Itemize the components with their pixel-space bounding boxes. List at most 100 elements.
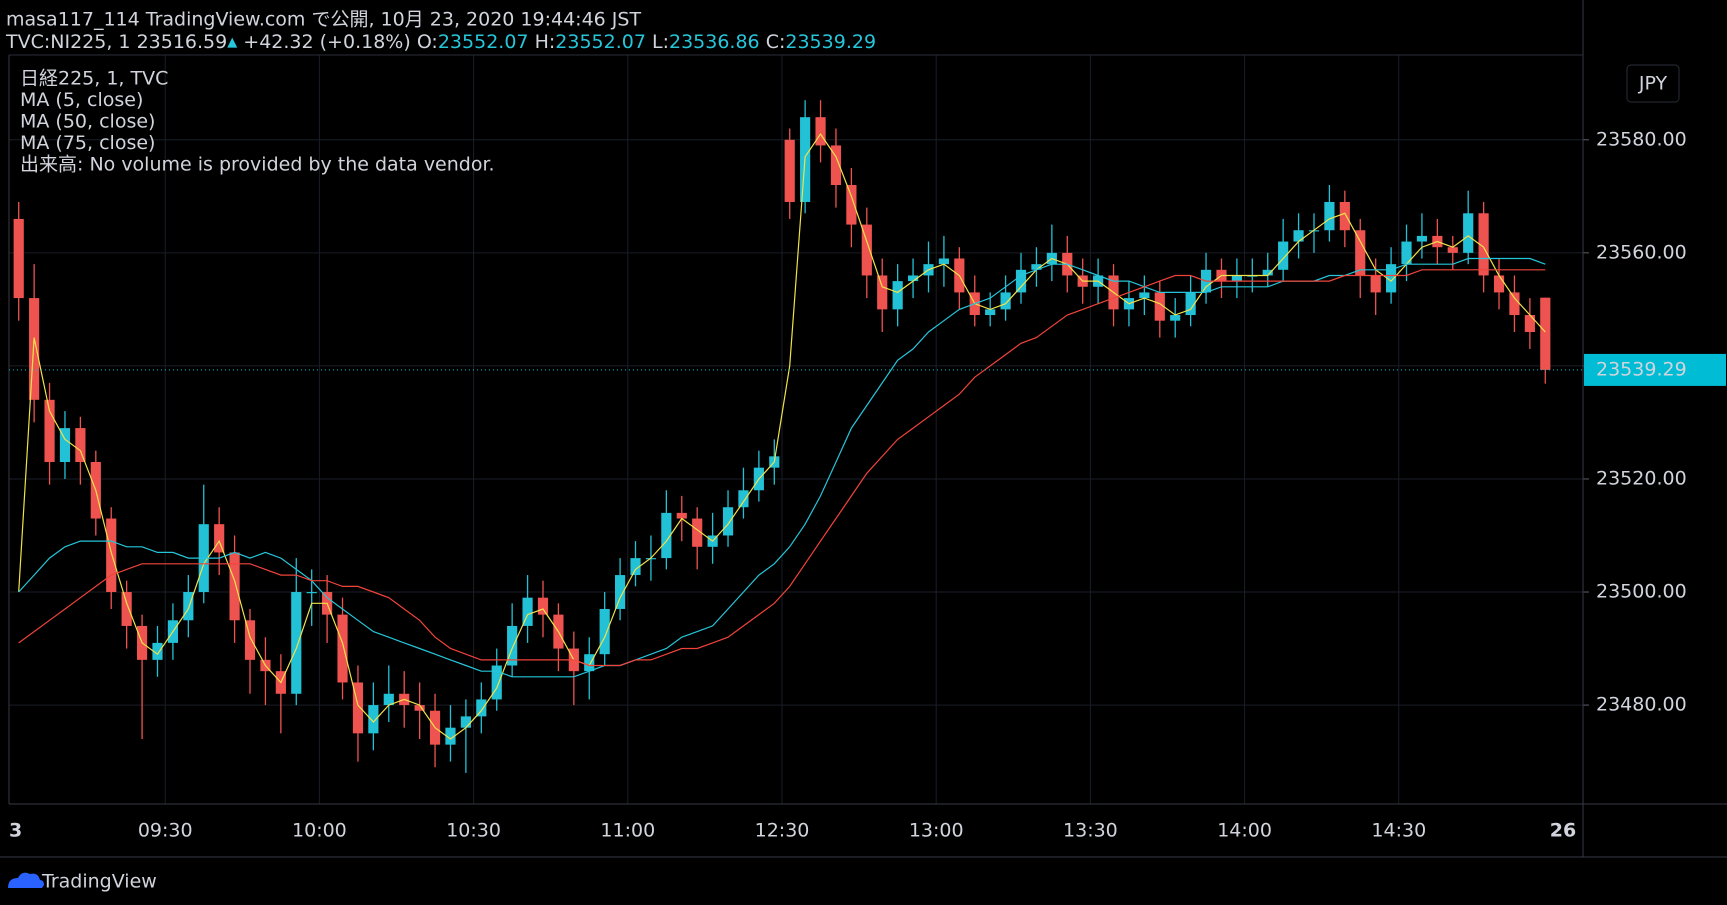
footer-logo: TradingView — [8, 871, 157, 893]
candle-body — [1370, 275, 1381, 293]
candle-body — [1000, 292, 1011, 310]
o-label: O: — [417, 31, 438, 53]
candle-body — [291, 592, 302, 694]
x-end-label: 26 — [1550, 820, 1576, 842]
y-tick-label: 23580.00 — [1596, 128, 1687, 150]
candle-body — [1463, 213, 1474, 253]
legend-volume-note: 出来高: No volume is provided by the data v… — [20, 154, 495, 176]
candle-body — [445, 727, 456, 745]
candle-body — [29, 298, 40, 400]
candle-body — [59, 428, 71, 463]
header-line2: TVC:NI225, 1 23516.59▲ +42.32 (+0.18%) O… — [5, 31, 876, 53]
candle-body — [383, 693, 394, 706]
candle-body — [368, 705, 379, 734]
x-tick-label: 13:30 — [1063, 820, 1118, 842]
candle-body — [1231, 275, 1242, 282]
currency[interactable]: JPY — [1638, 73, 1668, 95]
change: +42.32 (+0.18%) — [243, 31, 410, 53]
candle-body — [1524, 315, 1535, 332]
arrow: ▲ — [227, 35, 237, 50]
last-price: 23516.59 — [137, 31, 228, 53]
ma-line — [18, 269, 1546, 667]
y-tick-label: 23500.00 — [1596, 581, 1687, 603]
candle-body — [661, 512, 672, 559]
candle-body — [692, 518, 703, 547]
candle-body — [1185, 292, 1196, 316]
candle-body — [599, 608, 610, 655]
x-tick-label: 14:00 — [1217, 820, 1272, 842]
candle-body — [1355, 230, 1366, 276]
c-value: 23539.29 — [785, 31, 876, 53]
plot-background — [9, 55, 1583, 804]
candle-body — [1339, 201, 1350, 231]
candle-body — [676, 512, 687, 519]
brand: TradingView — [41, 871, 157, 893]
legend-entry: MA (5, close) — [20, 89, 143, 111]
candle-body — [1478, 213, 1489, 276]
candle-body — [121, 592, 132, 626]
candle-body — [1540, 297, 1551, 370]
c-label: C: — [766, 31, 786, 53]
logo-icon — [8, 872, 44, 888]
y-tick-label: 23520.00 — [1596, 467, 1687, 489]
x-tick-label: 13:00 — [909, 820, 964, 842]
candle-body — [877, 275, 888, 310]
candle-body — [722, 507, 734, 536]
candle-body — [892, 281, 903, 310]
plot-area: 23480.0023500.0023520.0023540.0023560.00… — [0, 0, 1727, 858]
y-tick-label: 23560.00 — [1596, 241, 1687, 263]
candle-body — [507, 625, 518, 666]
x-tick-label: 3 — [9, 820, 22, 842]
candle-body — [214, 524, 225, 553]
candle-body — [830, 145, 842, 186]
candle-body — [352, 682, 364, 734]
candle-body — [522, 597, 533, 626]
candle-body — [1262, 269, 1273, 276]
x-tick-label: 10:00 — [292, 820, 347, 842]
h-label: H: — [535, 31, 556, 53]
x-tick-label: 11:00 — [600, 820, 655, 842]
candle-body — [75, 428, 86, 463]
currency-button[interactable] — [1626, 64, 1680, 103]
x-tick-label: 12:30 — [755, 820, 810, 842]
candle-body — [106, 518, 117, 593]
candle-body — [938, 258, 949, 265]
candle-body — [861, 224, 872, 276]
legend-entry: MA (50, close) — [20, 111, 155, 133]
candle-body — [1386, 264, 1397, 293]
candle-body — [13, 218, 24, 299]
candle-body — [44, 399, 55, 463]
candle-body — [738, 490, 749, 508]
x-tick-label: 10:30 — [446, 820, 501, 842]
candle-body — [985, 309, 996, 316]
legend-entry: MA (75, close) — [20, 132, 155, 154]
candle-body — [460, 716, 471, 728]
candle-body — [1031, 264, 1042, 270]
h-value: 23552.07 — [555, 31, 646, 53]
header-line1: masa117_114 TradingView.com で公開, 10月 23,… — [6, 9, 641, 31]
candle-body — [306, 592, 317, 594]
x-tick-label: 14:30 — [1371, 820, 1426, 842]
candle-body — [1416, 235, 1428, 242]
candle-body — [846, 185, 857, 225]
candle-body — [1509, 292, 1520, 316]
candle-body — [1170, 315, 1181, 321]
last-price-label: 23539.29 — [1596, 358, 1687, 380]
candle-body — [476, 699, 487, 717]
candle-body — [1139, 292, 1150, 299]
candle-body — [229, 552, 240, 621]
l-label: L: — [652, 31, 669, 53]
candle-body — [1293, 230, 1304, 242]
candle-body — [815, 117, 826, 146]
ma-line — [18, 133, 1546, 740]
y-tick-label: 23480.00 — [1596, 694, 1687, 716]
candle-body — [784, 139, 795, 202]
candle-body — [337, 614, 348, 683]
candle-body — [584, 654, 595, 672]
candle-body — [183, 592, 194, 621]
x-tick-label: 09:30 — [138, 820, 193, 842]
candle-body — [1493, 275, 1505, 293]
candle-body — [615, 575, 626, 609]
